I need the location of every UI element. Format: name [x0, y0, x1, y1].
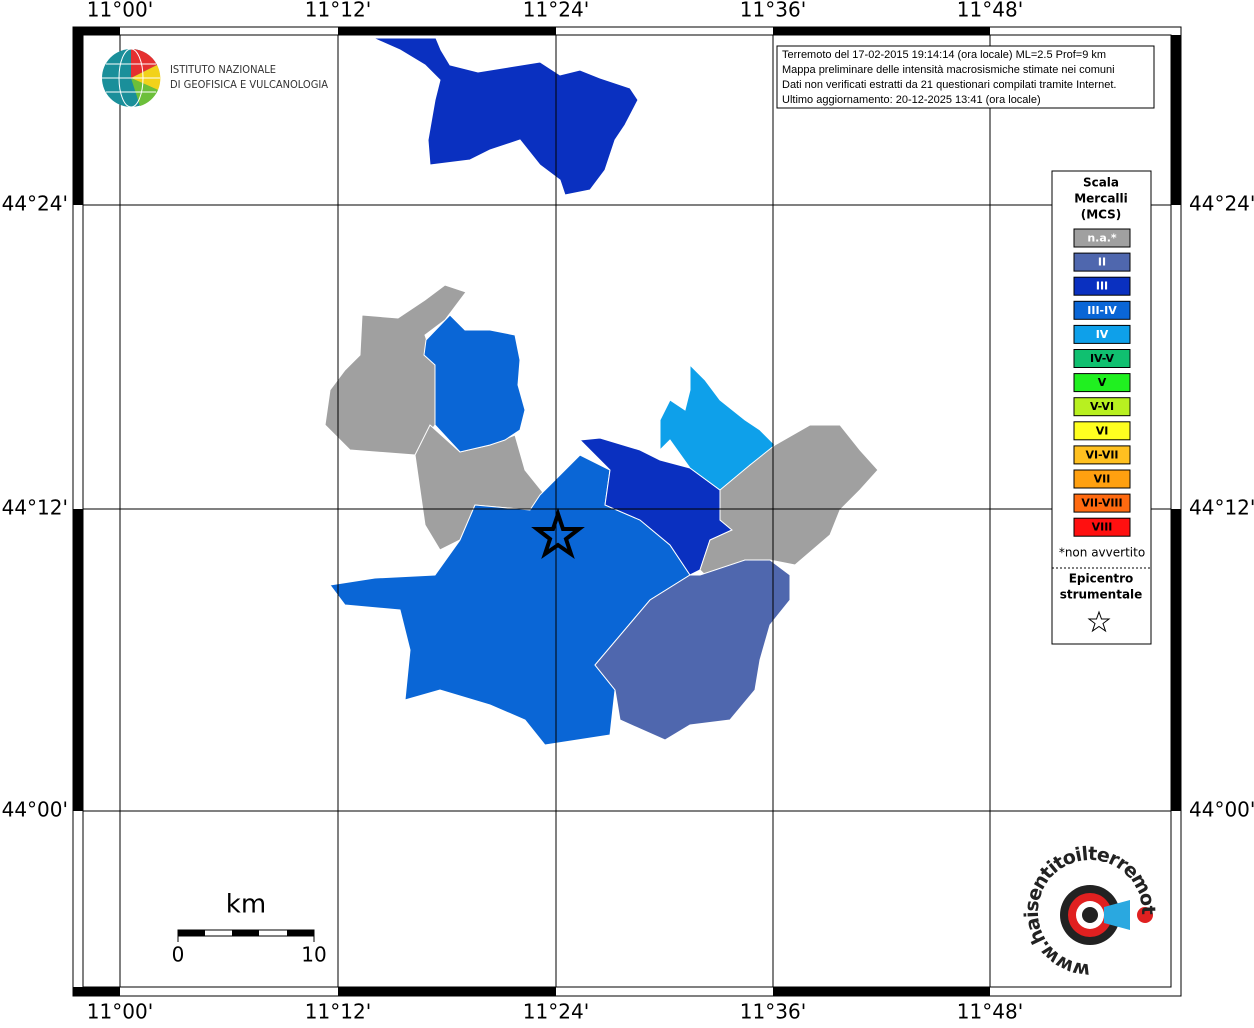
info-box: Terremoto del 17-02-2015 19:14:14 (ora l… — [776, 45, 1155, 109]
scale-label: 10 — [301, 943, 326, 967]
legend-label: IV-V — [1090, 352, 1115, 365]
regions — [324, 37, 879, 746]
legend-swatch — [1073, 397, 1131, 417]
lon-label: 11°48' — [957, 0, 1023, 22]
legend-swatch — [1073, 421, 1131, 441]
legend-swatch — [1073, 349, 1131, 368]
info-line: Ultimo aggiornamento: 20-12-2025 13:41 (… — [782, 94, 1041, 106]
legend-label: IV — [1096, 328, 1109, 341]
info-line: Terremoto del 17-02-2015 19:14:14 (ora l… — [782, 49, 1106, 61]
scale-label: 0 — [172, 943, 185, 967]
lon-label: 11°12' — [305, 1000, 371, 1024]
legend-swatch — [1073, 228, 1131, 248]
lon-label: 11°24' — [523, 1000, 589, 1024]
lon-label: 11°00' — [87, 0, 153, 22]
scale-unit: km — [226, 890, 266, 920]
logo-text: DI GEOFISICA E VULCANOLOGIA — [170, 78, 328, 91]
frame — [72, 26, 1182, 997]
legend-title: (MCS) — [1081, 208, 1122, 222]
lat-label: 44°00' — [2, 798, 68, 822]
legend-note: *non avvertito — [1059, 546, 1145, 560]
legend-swatch — [1073, 517, 1131, 537]
region — [372, 37, 639, 196]
legend-swatch — [1073, 445, 1131, 465]
legend-swatch — [1073, 493, 1131, 513]
graticule — [83, 35, 1171, 987]
lon-label: 11°24' — [523, 0, 589, 22]
lon-label: 11°36' — [740, 0, 806, 22]
legend-label: II — [1098, 256, 1106, 269]
legend-label: V — [1098, 376, 1107, 389]
legend-label: n.a.* — [1087, 232, 1117, 245]
legend-swatch — [1073, 469, 1131, 489]
legend-label: III — [1096, 280, 1108, 293]
legend-label: VII-VIII — [1081, 497, 1122, 510]
legend-swatch — [1073, 252, 1131, 272]
scale-bar: km 0 10 — [172, 890, 327, 967]
lat-label: 44°12' — [2, 496, 68, 520]
lon-label: 11°36' — [740, 1000, 806, 1024]
ingv-logo: ISTITUTO NAZIONALE DI GEOFISICA E VULCAN… — [102, 48, 328, 108]
legend-swatch — [1073, 373, 1131, 393]
lat-label: 44°00' — [1189, 798, 1254, 822]
legend-swatch — [1073, 276, 1131, 296]
lon-label: 11°12' — [305, 0, 371, 22]
legend-epicenter: strumentale — [1060, 588, 1143, 602]
legend-swatch — [1073, 324, 1131, 344]
region — [699, 424, 879, 581]
lat-label: 44°24' — [1189, 192, 1254, 216]
legend-title: Scala — [1083, 176, 1119, 190]
legend: Scala Mercalli (MCS) *non avvertito Epic… — [1051, 170, 1152, 645]
legend-title: Mercalli — [1074, 192, 1128, 206]
legend-label: VII — [1094, 473, 1111, 486]
legend-label: VIII — [1092, 521, 1113, 534]
lon-label: 11°00' — [87, 1000, 153, 1024]
epicenter-star — [531, 507, 585, 560]
legend-label: VI-VII — [1085, 448, 1118, 461]
region — [423, 314, 526, 453]
region — [594, 559, 791, 741]
info-line: Mappa preliminare delle intensità macros… — [782, 64, 1115, 76]
legend-epicenter: Epicentro — [1069, 572, 1134, 586]
legend-label: VI — [1096, 424, 1109, 437]
lon-label: 11°48' — [957, 1000, 1023, 1024]
legend-star — [1087, 610, 1111, 633]
legend-label: V-VI — [1090, 400, 1114, 413]
legend-swatch — [1073, 300, 1131, 320]
lat-label: 44°24' — [2, 192, 68, 216]
info-line: Dati non verificati estratti da 21 quest… — [782, 79, 1116, 91]
lat-label: 44°12' — [1189, 496, 1254, 520]
logo-text: ISTITUTO NAZIONALE — [170, 63, 276, 76]
legend-label: III-IV — [1087, 304, 1117, 317]
